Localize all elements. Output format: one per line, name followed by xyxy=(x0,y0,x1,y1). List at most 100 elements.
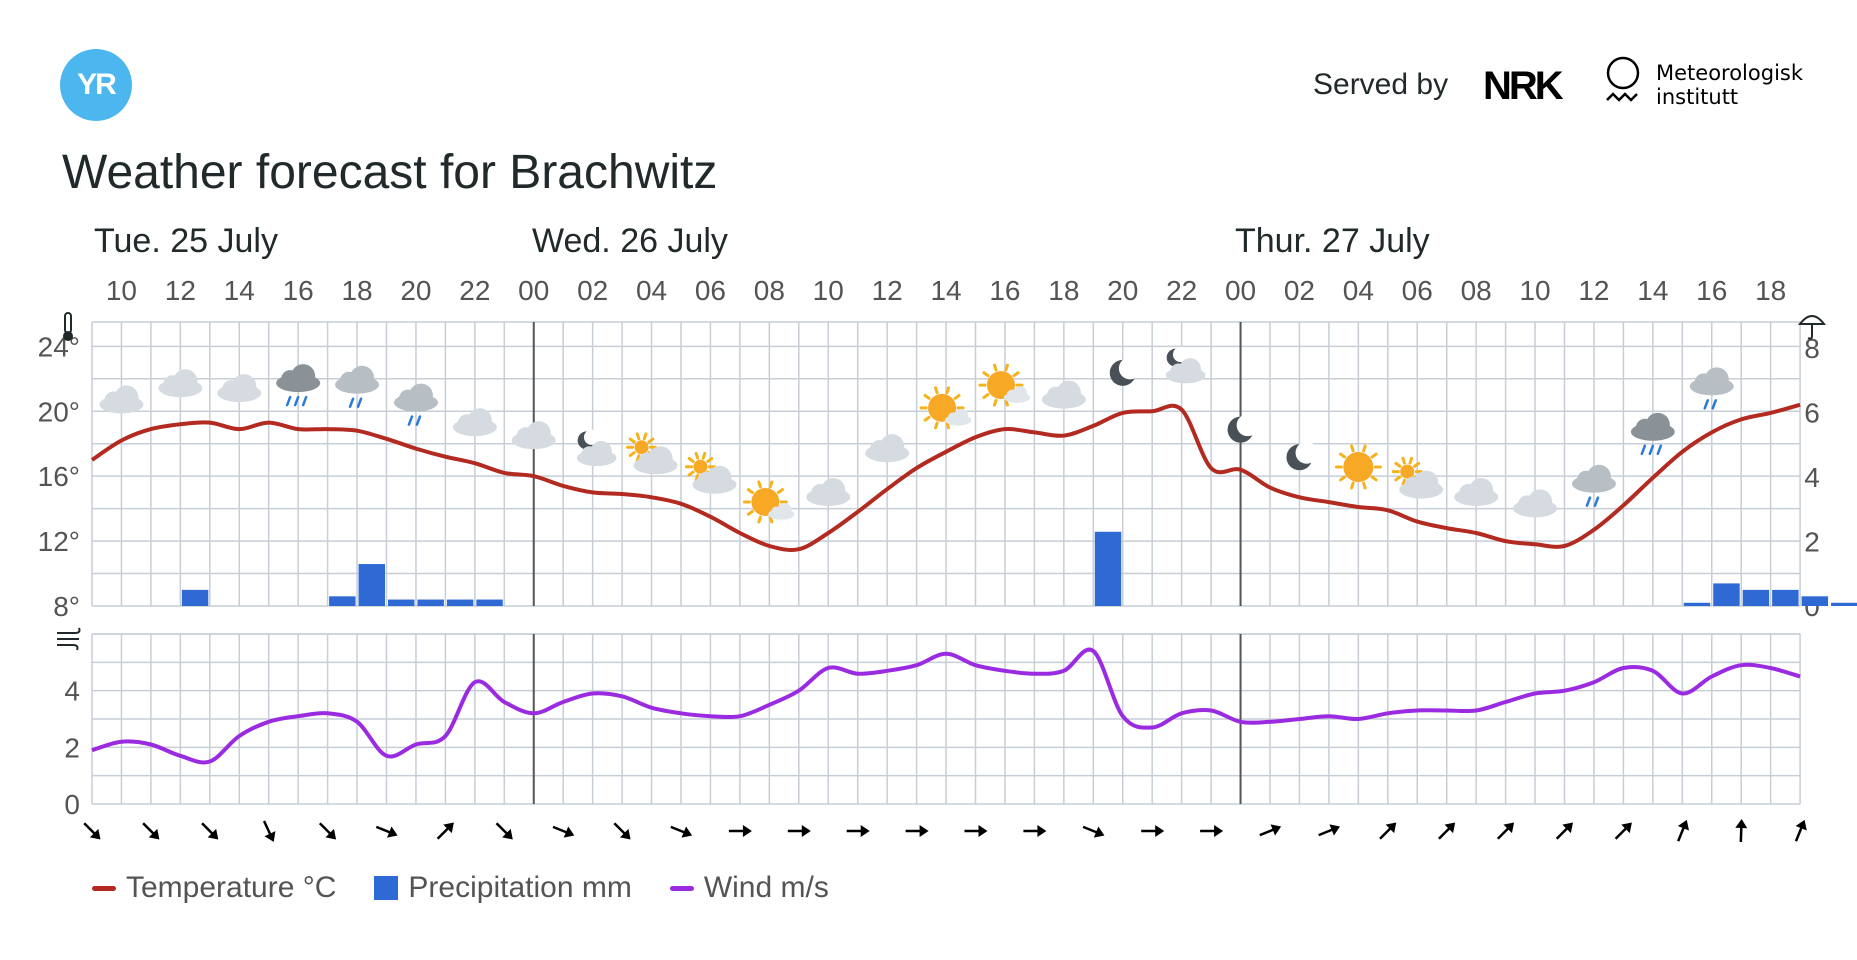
precipitation-bar xyxy=(1801,596,1829,606)
wind-direction-arrow-northeast-icon xyxy=(1438,822,1456,840)
day-label: Wed. 26 July xyxy=(532,222,728,260)
nrk-logo[interactable]: NRK xyxy=(1483,64,1564,108)
clear-night-icon xyxy=(1109,357,1141,386)
partly-cloudy-day-icon xyxy=(1391,456,1444,499)
hour-tick-label: 22 xyxy=(459,275,490,306)
wind-direction-arrow-southeast-icon xyxy=(142,822,160,840)
hour-tick-label: 16 xyxy=(283,275,314,306)
hour-tick-label: 12 xyxy=(165,275,196,306)
precipitation-bar xyxy=(1831,602,1857,606)
met-institute-icon xyxy=(1606,56,1640,102)
yr-logo-text: YR xyxy=(77,68,117,101)
wind-tick-label: 2 xyxy=(64,732,80,763)
hour-tick-label: 04 xyxy=(636,275,667,306)
wind-direction-arrow-southeast-icon xyxy=(613,822,631,840)
precipitation-bar xyxy=(181,589,209,606)
partly-cloudy-night-icon xyxy=(1165,346,1206,384)
wind-direction-arrow-east-icon xyxy=(1023,825,1047,837)
cloudy-icon xyxy=(1454,477,1499,506)
chart-grid xyxy=(91,321,1801,805)
temperature-tick-label: 24° xyxy=(38,331,80,362)
cloudy-icon xyxy=(806,477,851,506)
temperature-line xyxy=(90,402,1801,553)
wind-direction-arrow-north-northeast-icon xyxy=(1794,819,1807,842)
precipitation-bar xyxy=(1713,583,1740,606)
wind-direction-arrow-east-southeast-icon xyxy=(1082,825,1105,838)
hour-tick-label: 18 xyxy=(341,275,372,306)
fair-day-icon xyxy=(742,480,795,524)
hour-tick-label: 12 xyxy=(1578,275,1609,306)
precipitation-bar xyxy=(1094,531,1122,606)
wind-line xyxy=(91,647,1801,765)
cloudy-icon xyxy=(217,374,262,403)
hour-tick-label: 20 xyxy=(400,275,431,306)
precipitation-bar xyxy=(388,599,415,606)
served-by-label: Served by xyxy=(1313,68,1449,101)
legend-precipitation[interactable]: Precipitation mm xyxy=(374,871,632,905)
legend-wind-label: Wind m/s xyxy=(703,871,829,904)
wind-direction-arrow-northeast-icon xyxy=(1614,822,1632,840)
wind-tick-label: 4 xyxy=(64,676,80,707)
wind-direction-arrow-east-icon xyxy=(1200,825,1224,837)
light-rain-cloud-icon xyxy=(335,365,380,408)
hour-tick-label: 22 xyxy=(1166,275,1197,306)
hour-tick-label: 16 xyxy=(1696,275,1727,306)
partly-cloudy-day-icon xyxy=(626,432,678,475)
temperature-tick-label: 20° xyxy=(38,396,80,427)
hour-tick-label: 04 xyxy=(1343,275,1374,306)
legend-wind[interactable]: Wind m/s xyxy=(669,871,829,905)
wind-direction-arrow-east-northeast-icon xyxy=(1259,824,1282,837)
temperature-swatch xyxy=(92,885,116,891)
cloudy-icon xyxy=(865,434,910,463)
rain-cloud-icon xyxy=(1630,412,1675,456)
clear-night-icon xyxy=(1227,414,1259,443)
wind-direction-arrow-northeast-icon xyxy=(1496,822,1515,840)
wind-direction-arrow-east-icon xyxy=(728,825,752,837)
precipitation-tick-label: 6 xyxy=(1804,397,1820,428)
legend: Temperature °C Precipitation mm Wind m/s xyxy=(92,868,829,908)
light-rain-cloud-icon xyxy=(1689,367,1734,410)
met-institute-logo-text[interactable]: Meteorologisk institutt xyxy=(1656,61,1803,109)
precipitation-tick-label: 0 xyxy=(1804,591,1820,622)
page-title: Weather forecast for Brachwitz xyxy=(62,146,718,199)
wind-direction-arrow-east-icon xyxy=(787,825,811,837)
precipitation-bar xyxy=(1742,589,1770,606)
cloudy-icon xyxy=(452,408,497,437)
wind-direction-arrow-east-icon xyxy=(905,825,929,837)
met-line-1: Meteorologisk xyxy=(1656,61,1804,85)
temperature-tick-label: 8° xyxy=(53,591,80,622)
legend-precipitation-label: Precipitation mm xyxy=(408,871,632,904)
wind-direction-arrow-east-southeast-icon xyxy=(552,825,575,838)
cloudy-icon xyxy=(1041,380,1086,409)
hour-tick-label: 18 xyxy=(1048,275,1079,306)
hour-tick-label: 10 xyxy=(813,275,844,306)
cloudy-icon xyxy=(1513,489,1558,518)
hour-tick-label: 06 xyxy=(695,275,726,306)
precipitation-bar xyxy=(417,599,444,606)
wind-direction-arrow-southeast-icon xyxy=(318,822,337,840)
fair-day-icon xyxy=(919,386,972,430)
cloudy-icon xyxy=(511,421,556,450)
hour-tick-label: 02 xyxy=(577,275,608,306)
precipitation-tick-label: 4 xyxy=(1804,462,1820,493)
precipitation-swatch xyxy=(374,876,399,900)
cloudy-icon xyxy=(99,385,144,414)
light-rain-cloud-icon xyxy=(393,383,438,426)
wind-direction-arrow-north-icon xyxy=(1735,819,1748,843)
precipitation-bar xyxy=(1683,602,1711,606)
wind-direction-arrow-northeast-icon xyxy=(436,822,454,840)
wind-direction-arrow-southeast-icon xyxy=(495,822,513,840)
legend-temperature[interactable]: Temperature °C xyxy=(92,871,336,905)
fair-day-icon xyxy=(978,363,1031,407)
temperature-tick-label: 12° xyxy=(38,526,80,557)
forecast-chart: Tue. 25 July Wed. 26 July Thur. 27 July 10 1… xyxy=(38,222,1857,843)
precipitation-bar xyxy=(446,599,474,606)
yr-logo[interactable]: YR xyxy=(60,49,132,121)
met-line-2: institutt xyxy=(1656,85,1739,109)
wind-direction-arrow-southeast-icon xyxy=(201,822,219,840)
hour-tick-label: 14 xyxy=(930,275,961,306)
hour-tick-label: 14 xyxy=(224,275,255,306)
hour-tick-label: 20 xyxy=(1107,275,1138,306)
wind-direction-arrow-southeast-icon xyxy=(83,822,101,840)
hour-tick-label: 10 xyxy=(1519,275,1550,306)
